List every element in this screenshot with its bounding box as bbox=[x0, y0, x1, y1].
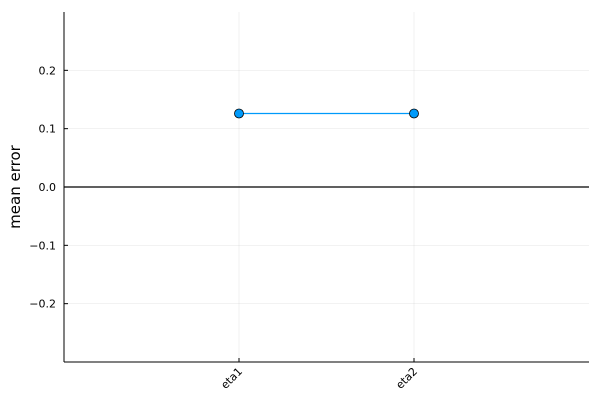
x-tick-label: eta2 bbox=[393, 365, 420, 392]
y-tick-label: 0.2 bbox=[39, 64, 57, 77]
y-tick-label: −0.2 bbox=[29, 298, 56, 311]
x-tick-label: eta1 bbox=[218, 365, 245, 392]
y-axis-title: mean error bbox=[6, 144, 24, 228]
y-ticks: −0.2 −0.1 0.0 0.1 0.2 bbox=[29, 64, 68, 311]
y-tick-label: −0.1 bbox=[29, 239, 56, 252]
y-tick-label: 0.0 bbox=[39, 181, 57, 194]
y-tick-label: 0.1 bbox=[39, 123, 57, 136]
data-point bbox=[234, 108, 244, 119]
data-point bbox=[409, 108, 419, 119]
x-ticks: eta1 eta2 bbox=[218, 358, 420, 392]
series-layer bbox=[234, 108, 419, 119]
